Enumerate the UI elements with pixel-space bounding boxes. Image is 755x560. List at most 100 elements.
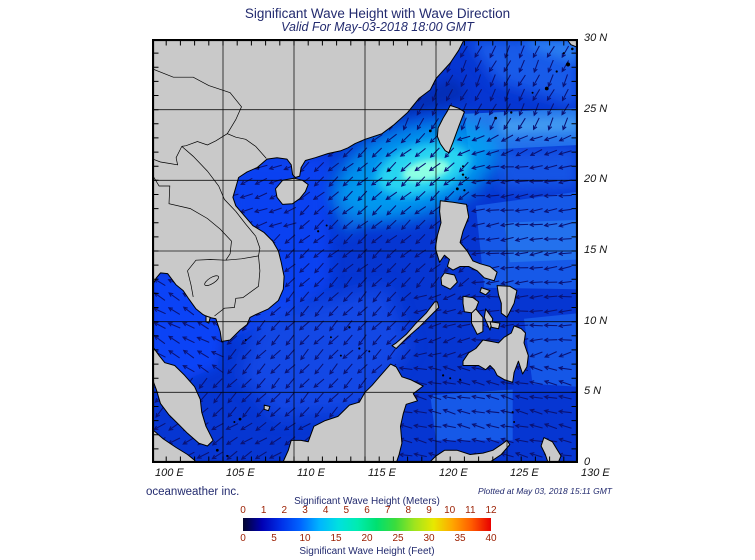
lat-tick-label: 0 — [584, 456, 591, 468]
land-mindoro — [440, 272, 458, 290]
meter-tick-label: 7 — [384, 505, 391, 516]
country-border — [181, 133, 267, 159]
land-bohol — [489, 321, 501, 330]
small-island-dot — [562, 52, 565, 55]
country-border — [151, 68, 242, 134]
lon-tick-label: 105 E — [226, 467, 255, 479]
land-borneo — [282, 363, 424, 464]
colorbar-feet-label: Significant Wave Height (Feet) — [299, 546, 435, 557]
lat-tick-label: 5 N — [584, 385, 602, 398]
small-island-dot — [387, 169, 391, 172]
feet-tick-label: 30 — [423, 533, 435, 544]
latitude-axis: 30 N 25 N 20 N 15 N 10 N 5 N 0 — [584, 0, 644, 560]
small-island-dot — [455, 187, 459, 191]
lon-tick-label: 110 E — [297, 467, 325, 479]
small-island-dot — [329, 336, 332, 339]
lat-tick-label: 20 N — [584, 173, 608, 186]
country-border — [187, 259, 226, 272]
colorbar-feet-ticks: 0 5 10 15 20 25 30 35 40 — [240, 533, 496, 545]
lon-tick-label: 100 E — [155, 467, 184, 479]
lat-tick-label: 15 N — [584, 244, 608, 256]
small-island-dot — [565, 62, 571, 67]
lon-tick-label: 120 E — [439, 467, 468, 479]
country-border — [181, 146, 256, 237]
meter-tick-label: 9 — [426, 505, 432, 516]
feet-tick-label: 0 — [240, 533, 246, 544]
map-frame — [151, 38, 579, 464]
small-island-dot — [494, 116, 498, 120]
meter-tick-label: 8 — [405, 505, 412, 516]
feet-tick-label: 10 — [299, 533, 311, 544]
feet-tick-label: 35 — [454, 533, 466, 544]
land-sulawesi — [428, 439, 511, 464]
small-island-dot — [459, 378, 462, 381]
lat-tick-label: 30 N — [584, 32, 608, 44]
small-island-dot — [461, 173, 465, 176]
meter-tick-label: 3 — [302, 505, 308, 516]
country-border — [225, 255, 259, 261]
meter-tick-label: 0 — [240, 505, 246, 516]
colorbar-meter-ticks: 0 1 2 3 4 5 6 7 8 9 10 11 12 — [240, 505, 496, 517]
country-border — [187, 270, 194, 297]
small-island-dot — [368, 350, 371, 353]
small-island-dot — [257, 166, 260, 169]
valid-time-subtitle: Valid For May-03-2018 18:00 GMT — [281, 20, 474, 34]
small-island-dot — [244, 339, 247, 342]
country-border — [152, 146, 183, 166]
land-malay-peninsula — [151, 345, 214, 447]
land-palawan — [391, 301, 440, 349]
small-island-dot — [233, 421, 236, 424]
small-island-dot — [544, 86, 549, 91]
small-island-dot — [555, 70, 558, 73]
small-island-dot — [348, 326, 351, 329]
land-taiwan — [436, 104, 465, 154]
lon-tick-label: 115 E — [368, 467, 396, 479]
small-island-dot — [358, 347, 361, 350]
meter-tick-label: 11 — [465, 505, 476, 516]
small-island-dot — [463, 189, 466, 192]
feet-tick-label: 40 — [485, 533, 497, 544]
lon-tick-label: 130 E — [581, 467, 610, 479]
meter-tick-label: 10 — [444, 505, 456, 516]
small-island-dot — [510, 111, 513, 114]
small-island-dot — [317, 230, 320, 233]
feet-tick-label: 15 — [330, 533, 342, 544]
small-island-dot — [428, 129, 432, 133]
small-island-dot — [325, 224, 328, 227]
colorbar-gradient — [243, 518, 491, 531]
tonle-sap-lake — [204, 275, 219, 286]
land-masbate — [479, 287, 491, 296]
meter-tick-label: 6 — [364, 505, 370, 516]
small-island-dot — [215, 448, 219, 452]
small-island-dot — [442, 374, 445, 377]
small-island-dot — [464, 176, 467, 179]
meter-tick-label: 12 — [485, 505, 497, 516]
meter-tick-label: 2 — [281, 505, 288, 516]
oceanweather-credit: oceanweather inc. — [146, 486, 240, 498]
colorbar-meters-label: Significant Wave Height (Meters) — [294, 496, 440, 507]
small-island-dot — [461, 165, 464, 168]
meter-tick-label: 5 — [343, 505, 350, 516]
lat-tick-label: 10 N — [584, 314, 608, 327]
small-island-dot — [226, 454, 229, 458]
longitude-axis: 100 E 105 E 110 E 115 E 120 E 125 E 130 E — [0, 467, 755, 483]
meter-tick-label: 1 — [260, 505, 267, 516]
land-natuna — [263, 404, 271, 412]
page-title: Significant Wave Height with Wave Direct… — [244, 6, 511, 21]
feet-tick-label: 5 — [271, 533, 277, 544]
small-island-dot — [531, 91, 534, 94]
map-border — [151, 38, 579, 464]
plotted-timestamp: Plotted at May 03, 2018 15:11 GMT — [477, 486, 612, 496]
country-border — [152, 175, 232, 261]
small-island-dot — [513, 421, 516, 424]
small-island-dot — [571, 47, 574, 51]
feet-tick-label: 20 — [361, 533, 373, 544]
lon-tick-label: 125 E — [510, 467, 539, 479]
country-border — [214, 236, 261, 317]
feet-tick-label: 25 — [392, 533, 404, 544]
wave-height-map — [151, 38, 579, 464]
land-hainan — [275, 177, 309, 205]
lat-tick-label: 25 N — [584, 102, 608, 115]
small-island-dot — [449, 377, 452, 380]
